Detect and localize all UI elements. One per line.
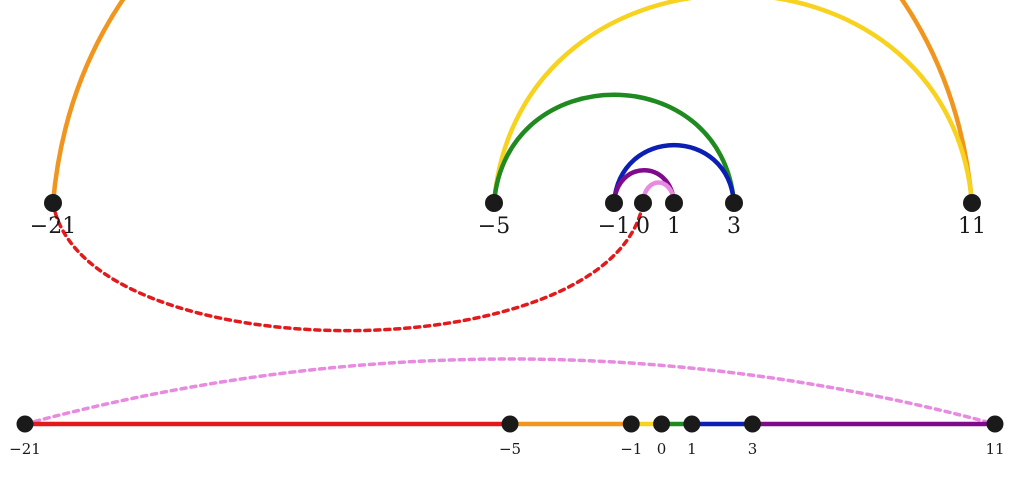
top-point-0 (634, 194, 652, 212)
bottom-label-neg1: −1 (620, 440, 642, 458)
top-point-neg5 (485, 194, 503, 212)
bottom-arc-neg21-to-11 (23, 357, 997, 426)
top-label-0: 0 (636, 214, 650, 239)
top-label-neg21: −21 (30, 214, 76, 239)
top-label-1: 1 (667, 214, 681, 239)
bottom-point-neg1 (622, 415, 640, 433)
bottom-diagram-labels: −21 −5 −1 0 1 3 11 (9, 440, 1004, 458)
top-arc-neg5-to-11 (491, 0, 975, 206)
bottom-label-neg5: −5 (499, 440, 521, 458)
top-arc-neg21-to-0 (51, 201, 645, 333)
bottom-point-3 (744, 415, 761, 433)
top-point-neg1 (605, 194, 623, 212)
bottom-label-11: 11 (985, 440, 1004, 458)
top-point-11 (963, 194, 981, 212)
top-point-neg21 (44, 194, 62, 212)
top-arc-neg1-to-3 (611, 143, 737, 206)
bottom-point-11 (986, 415, 1004, 433)
top-label-neg5: −5 (478, 214, 510, 239)
bottom-label-neg21: −21 (9, 440, 41, 458)
top-diagram-labels: −21 −5 −1 0 1 3 11 (30, 214, 986, 239)
top-point-1 (665, 194, 683, 212)
bottom-diagram-points (16, 415, 1004, 433)
bottom-label-3: 3 (748, 440, 758, 458)
top-arc-neg21-to-11 (50, 0, 975, 206)
top-label-neg1: −1 (598, 214, 630, 239)
top-arc-neg5-to-3 (491, 92, 737, 206)
top-diagram-arcs (50, 0, 975, 333)
top-diagram-points (44, 194, 981, 212)
bottom-point-0 (653, 415, 671, 433)
top-label-3: 3 (727, 214, 741, 239)
bottom-point-neg21 (16, 415, 34, 433)
bottom-label-1: 1 (687, 440, 697, 458)
top-point-3 (725, 194, 743, 212)
bottom-point-1 (683, 415, 701, 433)
bottom-diagram-arcs (23, 357, 997, 426)
top-label-11: 11 (958, 214, 986, 239)
bottom-label-0: 0 (657, 440, 667, 458)
bottom-point-neg5 (501, 415, 519, 433)
